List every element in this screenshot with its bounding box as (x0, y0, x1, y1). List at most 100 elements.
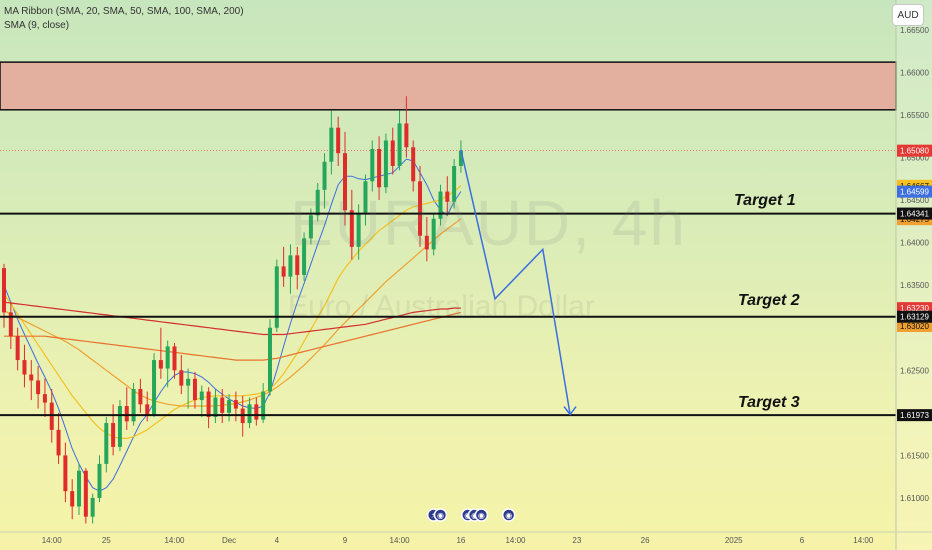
candle-body[interactable] (90, 497, 95, 517)
projection-path[interactable] (460, 149, 571, 415)
ma-line-sma-200[interactable] (3, 301, 461, 336)
candle-body[interactable] (179, 370, 184, 386)
price-tick-label: 1.64500 (900, 196, 929, 205)
candle-body[interactable] (254, 404, 259, 420)
candle-body[interactable] (458, 150, 463, 166)
price-axis[interactable] (896, 0, 932, 550)
time-tick-label: 14:00 (390, 536, 411, 545)
candle-body[interactable] (199, 391, 204, 401)
price-tick-label: 1.65500 (900, 111, 929, 120)
candle-body[interactable] (42, 394, 47, 403)
price-tick-label: 1.64000 (900, 239, 929, 248)
candle-body[interactable] (302, 238, 307, 275)
candle-body[interactable] (49, 402, 54, 430)
price-tag-label: 1.64341 (900, 210, 929, 219)
ma-ribbon-legend[interactable]: MA Ribbon (SMA, 20, SMA, 50, SMA, 100, S… (4, 6, 244, 17)
candle-body[interactable] (213, 397, 218, 418)
candle-body[interactable] (329, 127, 334, 162)
candle-body[interactable] (295, 255, 300, 275)
price-tag (897, 409, 932, 422)
ma-line-sma-100[interactable] (4, 311, 462, 361)
event-marker-icon[interactable] (501, 508, 516, 522)
candle-body[interactable] (124, 406, 129, 422)
candle-body[interactable] (431, 218, 436, 250)
candle-body[interactable] (261, 391, 266, 420)
candle-body[interactable] (322, 161, 327, 190)
time-tick-label: 14:00 (164, 536, 185, 545)
candle-body[interactable] (8, 312, 13, 337)
candle-body[interactable] (192, 378, 197, 401)
candle-body[interactable] (220, 397, 225, 413)
time-tick-label: 23 (572, 536, 581, 545)
candle-body[interactable] (315, 189, 320, 216)
candle-body[interactable] (131, 388, 136, 422)
candle-body[interactable] (424, 235, 429, 250)
candle-body[interactable] (145, 404, 150, 415)
candle-body[interactable] (165, 346, 170, 369)
price-tick-label: 1.63500 (900, 281, 929, 290)
event-marker-glyph: ◉ (471, 511, 478, 520)
candle-body[interactable] (281, 266, 286, 277)
currency-button[interactable]: AUD (892, 4, 924, 26)
price-tick-label: 1.65000 (900, 153, 929, 162)
indicator-legend: MA Ribbon (SMA, 20, SMA, 50, SMA, 100, S… (4, 5, 244, 33)
candle-body[interactable] (370, 148, 375, 182)
candle-body[interactable] (227, 400, 232, 413)
candle-body[interactable] (336, 127, 341, 154)
time-tick-label: 26 (641, 536, 650, 545)
candle-body[interactable] (288, 255, 293, 277)
ma-line-sma-20[interactable] (3, 185, 462, 439)
price-tag (897, 310, 932, 323)
candle-body[interactable] (418, 181, 423, 236)
candle-body[interactable] (83, 470, 88, 517)
candle-body[interactable] (397, 123, 402, 166)
candle-body[interactable] (404, 123, 409, 148)
resistance-zone[interactable] (0, 61, 897, 111)
candle-body[interactable] (186, 378, 191, 386)
candle-body[interactable] (152, 360, 157, 415)
price-tick-label: 1.61500 (900, 451, 929, 460)
ma-line-sma-50[interactable] (3, 218, 462, 407)
candle-body[interactable] (104, 423, 109, 464)
candle-body[interactable] (343, 153, 347, 211)
candle-body[interactable] (36, 380, 41, 395)
event-marker-icon[interactable] (474, 508, 489, 522)
candle-body[interactable] (29, 374, 34, 381)
time-tick-label: Dec (222, 536, 236, 545)
candle-body[interactable] (411, 147, 416, 182)
candle-body[interactable] (63, 455, 68, 492)
candle-body[interactable] (274, 266, 279, 328)
target-1-label: Target 1 (734, 192, 796, 209)
candle-body[interactable] (111, 423, 116, 447)
candle-body[interactable] (172, 346, 177, 371)
time-tick-label: 9 (343, 536, 348, 545)
candle-body[interactable] (383, 140, 388, 188)
candle-body[interactable] (97, 463, 102, 498)
candle-body[interactable] (356, 212, 361, 247)
candle-body[interactable] (77, 470, 82, 507)
candle-body[interactable] (438, 191, 443, 219)
time-tick-label: 14:00 (853, 536, 874, 545)
candle-body[interactable] (206, 391, 211, 418)
candle-body[interactable] (158, 360, 163, 369)
candle-body[interactable] (363, 181, 368, 213)
candle-body[interactable] (22, 360, 27, 375)
candle-body[interactable] (233, 400, 238, 409)
candle-body[interactable] (117, 406, 122, 447)
candle-body[interactable] (349, 210, 354, 247)
candle-body[interactable] (377, 148, 382, 188)
candle-body[interactable] (2, 268, 6, 313)
candle-body[interactable] (138, 388, 143, 405)
candle-body[interactable] (390, 140, 395, 166)
sma-legend[interactable]: SMA (9, close) (4, 20, 70, 31)
candle-body[interactable] (15, 336, 20, 361)
candle-body[interactable] (56, 429, 61, 456)
event-marker-icon[interactable] (433, 508, 448, 522)
candle-body[interactable] (267, 327, 272, 392)
candle-body[interactable] (308, 215, 313, 239)
candle-body[interactable] (452, 165, 457, 202)
candle-body[interactable] (445, 191, 450, 202)
candle-body[interactable] (70, 491, 75, 507)
candle-body[interactable] (247, 404, 252, 424)
